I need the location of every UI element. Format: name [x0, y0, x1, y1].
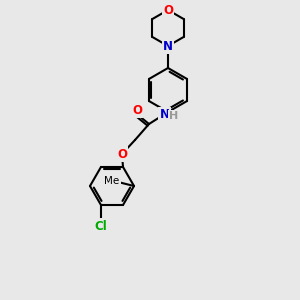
Text: H: H [169, 111, 178, 121]
Text: N: N [163, 40, 173, 52]
Text: O: O [132, 103, 142, 116]
Text: O: O [117, 148, 127, 160]
Text: Me: Me [104, 176, 120, 186]
Text: N: N [160, 109, 170, 122]
Text: Cl: Cl [94, 220, 107, 232]
Text: N: N [163, 40, 173, 52]
Text: O: O [163, 4, 173, 16]
